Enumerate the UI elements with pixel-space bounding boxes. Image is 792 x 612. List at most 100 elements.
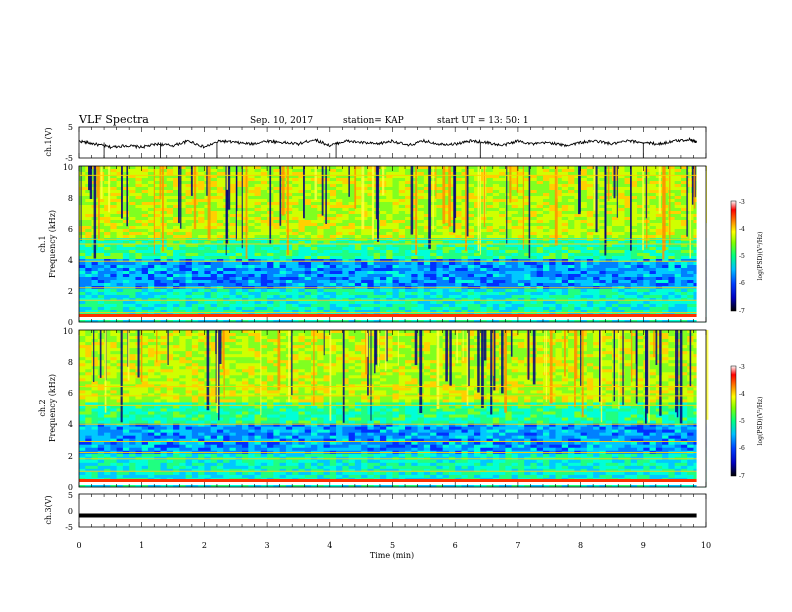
spectrogram-cell <box>110 262 118 266</box>
spectrogram-cell <box>517 199 525 203</box>
spectrogram-cell <box>411 193 418 197</box>
spectrogram-cell <box>417 166 425 170</box>
spectrogram-cell <box>260 268 268 272</box>
spectrogram-cell <box>242 235 249 239</box>
spectrogram-cell <box>79 172 86 176</box>
spectrogram-cell <box>91 295 99 299</box>
spectrogram-cell <box>448 265 456 269</box>
spectrogram-cell <box>480 232 487 236</box>
spectrogram-cell <box>361 214 368 218</box>
spectrogram-cell <box>474 223 481 227</box>
spectrogram-cell <box>279 277 287 281</box>
spectrogram-cell <box>549 292 556 296</box>
spectrogram-cell <box>260 184 268 188</box>
spectrogram-cell <box>310 169 318 173</box>
spectrogram-cell <box>662 283 669 287</box>
spectrogram-cell <box>542 283 550 287</box>
spectrogram-cell <box>455 181 462 185</box>
spectrogram-cell <box>605 283 613 287</box>
spectrogram-cell <box>129 202 136 206</box>
spectrogram-cell <box>574 271 581 275</box>
spectrogram-cell <box>505 166 513 170</box>
spectrogram-cell <box>517 226 525 230</box>
spectrogram-cell <box>141 307 149 311</box>
spectrogram-cell <box>524 235 531 239</box>
spectrogram-cell <box>147 292 155 296</box>
spectrogram-cell <box>511 265 519 269</box>
spectrogram-cell <box>586 193 594 197</box>
spectrogram-cell <box>580 301 588 305</box>
spectrogram-cell <box>517 169 525 173</box>
spectrogram-cell <box>442 211 450 215</box>
spectrogram-cell <box>499 199 506 203</box>
spectrogram-cell <box>411 310 418 314</box>
spectrogram-cell <box>292 181 299 185</box>
spectrogram-cell <box>229 283 237 287</box>
spectrogram-cell <box>386 244 393 248</box>
spectrogram-cell <box>79 193 86 197</box>
spectrogram-cell <box>417 205 425 209</box>
spectrogram-cell <box>568 232 575 236</box>
spectrogram-cell <box>499 304 506 308</box>
spectrogram-cell <box>179 214 186 218</box>
spectrogram-cell <box>680 304 688 308</box>
spectrogram-cell <box>373 310 381 314</box>
spectrogram-cell <box>542 250 550 254</box>
spectrogram-cell <box>248 241 255 245</box>
spectrogram-cell <box>97 289 105 293</box>
spectrogram-cell <box>442 166 450 170</box>
spectrogram-cell <box>392 268 400 272</box>
spectrogram-cell <box>467 211 475 215</box>
spectrogram-cell <box>542 235 550 239</box>
spectrogram-cell <box>348 178 356 182</box>
spectrogram-cell <box>611 241 619 245</box>
spectrogram-cell <box>398 229 406 233</box>
spectrogram-cell <box>342 247 350 251</box>
spectrogram-cell <box>317 166 324 170</box>
spectrogram-cell <box>467 301 475 305</box>
spectrogram-cell <box>336 199 343 203</box>
spectrogram-cell <box>336 292 343 296</box>
spectrogram-cell <box>417 268 425 272</box>
spectrogram-cell <box>279 304 287 308</box>
spectrogram-cell <box>680 169 688 173</box>
spectrogram-cell <box>235 256 243 260</box>
spectrogram-cell <box>687 280 694 284</box>
spectrogram-cell <box>474 178 481 182</box>
spectrogram-cell <box>611 262 619 266</box>
spectrogram-cell <box>630 226 638 230</box>
spectrogram-cell <box>461 289 469 293</box>
spectrogram-cell <box>474 268 481 272</box>
spectrogram-cell <box>624 250 632 254</box>
spectrogram-cell <box>154 223 161 227</box>
spectrogram-cell <box>568 169 575 173</box>
spectrogram-cell <box>643 250 650 254</box>
spectrogram-cell <box>561 289 569 293</box>
spectrogram-cell <box>204 241 212 245</box>
spectrogram-cell <box>273 190 281 194</box>
spectrogram-cell <box>649 202 657 206</box>
spectrogram-cell <box>549 172 556 176</box>
spectrogram-cell <box>348 226 356 230</box>
spectrogram-cell <box>336 265 343 269</box>
spectrogram-cell <box>367 208 375 212</box>
spectrogram-cell <box>637 241 644 245</box>
spectrogram-cell <box>329 184 337 188</box>
spectrogram-cell <box>317 310 324 314</box>
spectrogram-cell <box>336 211 343 215</box>
spectrogram-cell <box>260 262 268 266</box>
spectrogram-cell <box>467 265 475 269</box>
spectrogram-cell <box>599 217 607 221</box>
spectrogram-cell <box>104 181 111 185</box>
spectrogram-cell <box>104 208 111 212</box>
spectrogram-cell <box>561 253 569 257</box>
spectrogram-cell <box>580 217 588 221</box>
spectrogram-cell <box>586 292 594 296</box>
spectrogram-cell <box>361 250 368 254</box>
spectrogram-cell <box>511 208 519 212</box>
spectrogram-cell <box>436 172 444 176</box>
spectrogram-cell <box>354 283 362 287</box>
spectrogram-cell <box>235 172 243 176</box>
spectrogram-cell <box>492 247 500 251</box>
spectrogram-cell <box>260 205 268 209</box>
